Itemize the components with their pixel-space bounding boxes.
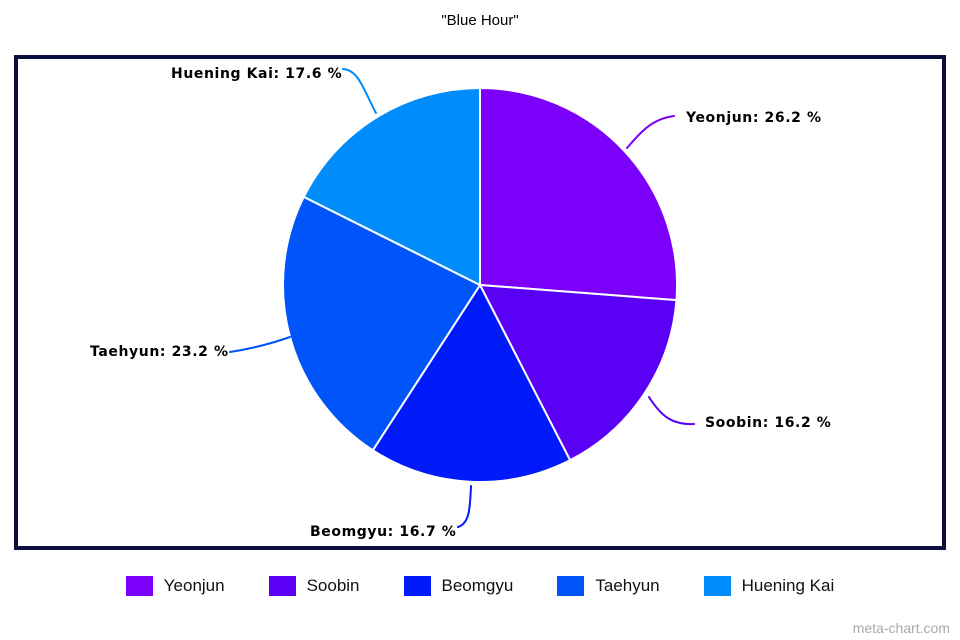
leader-line-beomgyu [457, 485, 472, 528]
pie-slice-beomgyu[interactable] [371, 284, 572, 483]
leader-lines [229, 68, 695, 528]
legend-label: Yeonjun [163, 576, 225, 595]
pie-slice-huening-kai[interactable] [302, 87, 481, 286]
legend-swatch-taehyun [557, 576, 585, 596]
legend-swatch-yeonjun [125, 576, 153, 596]
legend-item-huening-kai[interactable]: Huening Kai [703, 576, 835, 596]
callout-label-yeonjun: Yeonjun: 26.2 % [686, 110, 822, 126]
pie-slices [282, 87, 678, 483]
legend-swatch-huening-kai [703, 576, 731, 596]
callout-label-beomgyu: Beomgyu: 16.7 % [310, 524, 457, 540]
meta-chart-watermark: meta-chart.com [852, 620, 950, 636]
legend: Yeonjun Soobin Beomgyu Taehyun Huening K… [0, 576, 960, 596]
leader-line-huening-kai [342, 68, 377, 114]
legend-label: Taehyun [595, 576, 660, 595]
pie-svg [229, 68, 695, 528]
chart-title: "Blue Hour" [441, 12, 519, 29]
pie-slice-yeonjun[interactable] [479, 87, 678, 302]
legend-label: Soobin [306, 576, 360, 595]
leader-line-yeonjun [626, 115, 675, 149]
legend-swatch-beomgyu [403, 576, 431, 596]
leader-line-taehyun [229, 336, 291, 353]
legend-swatch-soobin [268, 576, 296, 596]
pie-slice-soobin[interactable] [479, 284, 678, 462]
legend-item-beomgyu[interactable]: Beomgyu [403, 576, 514, 596]
legend-item-yeonjun[interactable]: Yeonjun [125, 576, 225, 596]
legend-label: Huening Kai [741, 576, 835, 595]
legend-item-soobin[interactable]: Soobin [268, 576, 360, 596]
callout-label-huening-kai: Huening Kai: 17.6 % [171, 66, 343, 82]
legend-label: Beomgyu [441, 576, 514, 595]
legend-item-taehyun[interactable]: Taehyun [557, 576, 660, 596]
chart-plot-area [14, 55, 946, 550]
callout-label-soobin: Soobin: 16.2 % [705, 415, 832, 431]
callout-label-taehyun: Taehyun: 23.2 % [90, 344, 229, 360]
leader-line-soobin [648, 396, 695, 426]
